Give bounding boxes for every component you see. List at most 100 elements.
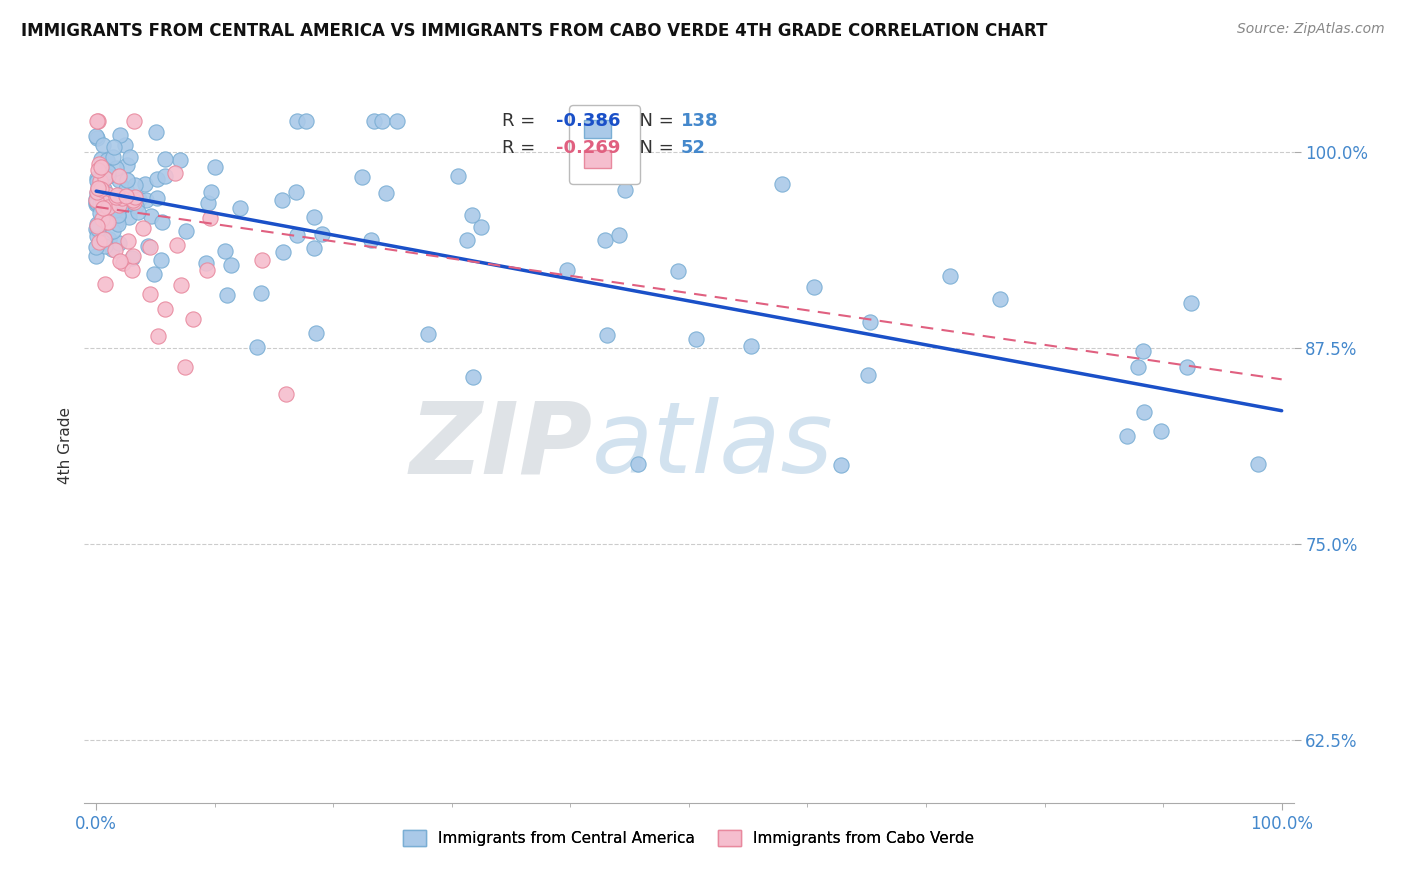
Point [86, 194, 108, 209]
Point [86, 229, 108, 244]
Point [250, 252, 273, 267]
Point [122, 249, 145, 263]
Point [93, 182, 115, 196]
Point [104, 197, 127, 211]
Point [155, 152, 177, 166]
Point [98, 232, 121, 246]
Point [107, 209, 129, 223]
Point [103, 194, 125, 208]
Point [596, 327, 619, 342]
Point [96, 153, 118, 167]
Point [305, 326, 328, 341]
Point [87, 186, 110, 201]
Point [174, 359, 197, 374]
Point [128, 192, 150, 206]
Point [1247, 458, 1270, 472]
Point [304, 241, 326, 255]
Point [103, 191, 125, 205]
Text: 52: 52 [681, 139, 706, 157]
Point [195, 262, 218, 277]
Text: 138: 138 [681, 112, 718, 130]
Point [91, 169, 114, 183]
Point [1115, 428, 1137, 442]
Point [146, 172, 169, 186]
Point [86, 195, 108, 210]
Point [86, 249, 108, 263]
Point [89, 152, 111, 166]
Point [84, 222, 107, 236]
Point [363, 113, 385, 128]
Point [89, 197, 111, 211]
Point [89, 235, 111, 249]
Text: -0.386: -0.386 [555, 112, 620, 130]
Point [86, 217, 108, 231]
Point [270, 193, 292, 207]
Point [285, 228, 308, 243]
Point [86, 113, 108, 128]
Point [195, 256, 218, 270]
Point [91, 211, 114, 226]
Point [89, 174, 111, 188]
Point [856, 368, 879, 382]
Point [104, 243, 127, 257]
Point [91, 138, 114, 153]
Point [609, 227, 631, 242]
Point [87, 181, 110, 195]
Point [93, 195, 115, 210]
Point [112, 256, 135, 270]
Point [117, 158, 139, 172]
Point [114, 194, 136, 208]
Point [463, 370, 485, 384]
Point [143, 267, 166, 281]
Point [271, 245, 294, 260]
Point [122, 113, 145, 128]
Point [97, 215, 120, 229]
Text: N =: N = [628, 139, 681, 157]
Point [111, 191, 134, 205]
Point [666, 263, 689, 277]
Y-axis label: 4th Grade: 4th Grade [58, 408, 73, 484]
Point [103, 139, 125, 153]
Point [311, 227, 333, 241]
Point [375, 186, 398, 200]
Point [302, 210, 325, 224]
Point [740, 339, 762, 353]
Point [94, 239, 117, 253]
Point [139, 287, 162, 301]
Point [555, 263, 578, 277]
Point [121, 251, 143, 265]
Point [86, 128, 108, 143]
Point [121, 263, 143, 277]
Point [84, 193, 107, 207]
Point [97, 169, 120, 183]
Text: -0.269: -0.269 [555, 139, 620, 157]
Point [86, 240, 108, 254]
Point [110, 199, 132, 213]
Point [470, 220, 492, 235]
Point [1126, 359, 1149, 374]
Point [105, 190, 128, 204]
Point [91, 185, 114, 199]
Point [108, 236, 131, 251]
Point [86, 174, 108, 188]
Point [124, 178, 146, 193]
Point [114, 137, 136, 152]
Point [447, 169, 470, 184]
Text: atlas: atlas [592, 398, 834, 494]
Point [104, 216, 127, 230]
Text: R =: R = [502, 139, 540, 157]
Point [86, 171, 108, 186]
Point [204, 160, 226, 174]
Point [136, 239, 159, 253]
Point [150, 215, 173, 229]
Point [418, 326, 440, 341]
Point [859, 315, 882, 329]
Point [121, 193, 143, 207]
Point [124, 199, 146, 213]
Point [115, 172, 138, 186]
Point [803, 280, 825, 294]
Point [108, 194, 131, 209]
Point [200, 211, 222, 225]
Point [295, 113, 318, 128]
Point [627, 457, 650, 471]
